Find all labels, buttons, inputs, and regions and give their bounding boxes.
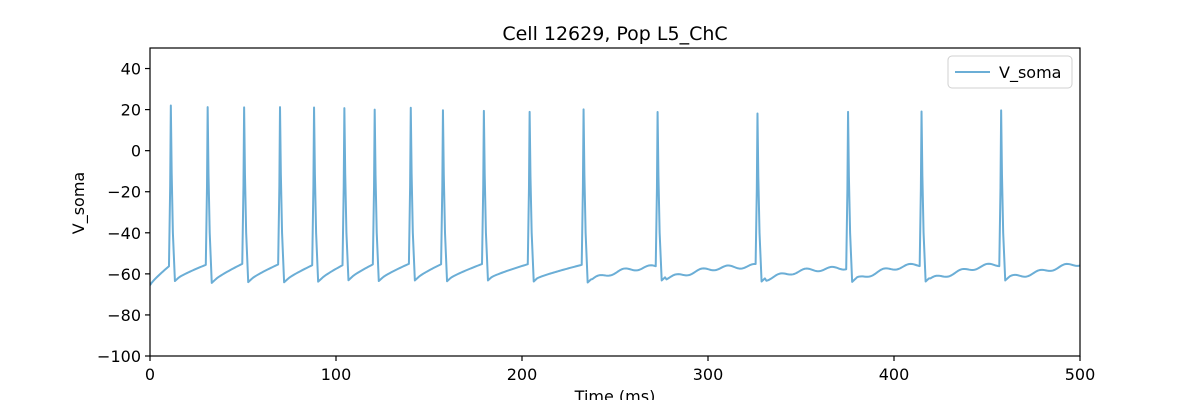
- y-tick-label: −100: [97, 347, 141, 366]
- y-tick-label: 40: [121, 60, 141, 79]
- y-tick-label: −20: [107, 183, 141, 202]
- series-line-v-soma: [150, 105, 1080, 285]
- chart-title: Cell 12629, Pop L5_ChC: [502, 23, 727, 45]
- x-tick-label: 200: [507, 365, 538, 384]
- y-tick-label: −60: [107, 265, 141, 284]
- x-tick-label: 400: [879, 365, 910, 384]
- x-axis-label: Time (ms): [574, 387, 656, 400]
- x-tick-label: 0: [145, 365, 155, 384]
- y-tick-label: 0: [131, 142, 141, 161]
- legend-label: V_soma: [999, 63, 1061, 83]
- y-axis-label: V_soma: [69, 172, 89, 234]
- x-tick-label: 300: [693, 365, 724, 384]
- x-tick-label: 500: [1065, 365, 1096, 384]
- y-tick-label: −80: [107, 306, 141, 325]
- x-tick-label: 100: [321, 365, 352, 384]
- y-tick-label: 20: [121, 101, 141, 120]
- plot-area: [150, 105, 1080, 285]
- y-tick-label: −40: [107, 224, 141, 243]
- legend: V_soma: [948, 56, 1072, 88]
- axes-frame: [150, 48, 1080, 356]
